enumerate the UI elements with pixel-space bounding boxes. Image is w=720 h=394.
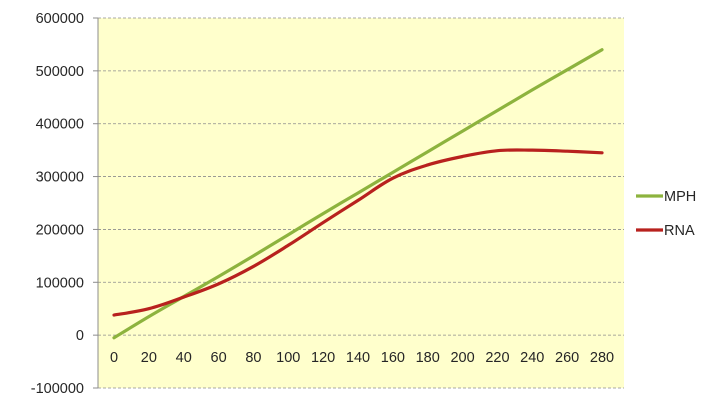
legend-label-rna: RNA [664,223,695,239]
y-tick-label-4: 300000 [36,170,84,186]
x-tick-label-7: 140 [346,350,370,366]
y-tick-label-1: 0 [76,328,84,344]
x-tick-label-11: 220 [485,350,509,366]
x-tick-label-2: 40 [176,350,192,366]
x-tick-label-0: 0 [110,350,118,366]
x-tick-label-6: 120 [311,350,335,366]
y-tick-label-0: -100000 [31,381,84,394]
x-tick-label-10: 200 [450,350,474,366]
x-tick-label-12: 240 [520,350,544,366]
x-tick-label-3: 60 [211,350,227,366]
y-tick-label-3: 200000 [36,222,84,238]
x-tick-label-5: 100 [276,350,300,366]
x-tick-label-1: 20 [141,350,157,366]
y-axis-tick-labels: -100000 0 100000 200000 300000 400000 500000 60… [31,11,98,394]
y-tick-label-5: 400000 [36,117,84,133]
plot-area [98,18,624,388]
gridlines [97,17,624,389]
series-lines [112,48,604,340]
series-line-rna [112,148,604,317]
x-tick-label-8: 160 [381,350,405,366]
x-tick-label-9: 180 [416,350,440,366]
series-line-mph [112,48,604,340]
x-axis-tick-labels: 0 20 40 60 80 100 120 140 160 180 200 220 240 260 280 [110,350,614,366]
x-tick-label-13: 260 [555,350,579,366]
legend-label-mph: MPH [664,189,696,205]
legend: MPH RNA [636,189,696,239]
x-tick-label-4: 80 [245,350,261,366]
y-tick-label-6: 500000 [36,64,84,80]
y-tick-label-7: 600000 [36,11,84,27]
x-tick-label-14: 280 [590,350,614,366]
y-tick-label-2: 100000 [36,275,84,291]
